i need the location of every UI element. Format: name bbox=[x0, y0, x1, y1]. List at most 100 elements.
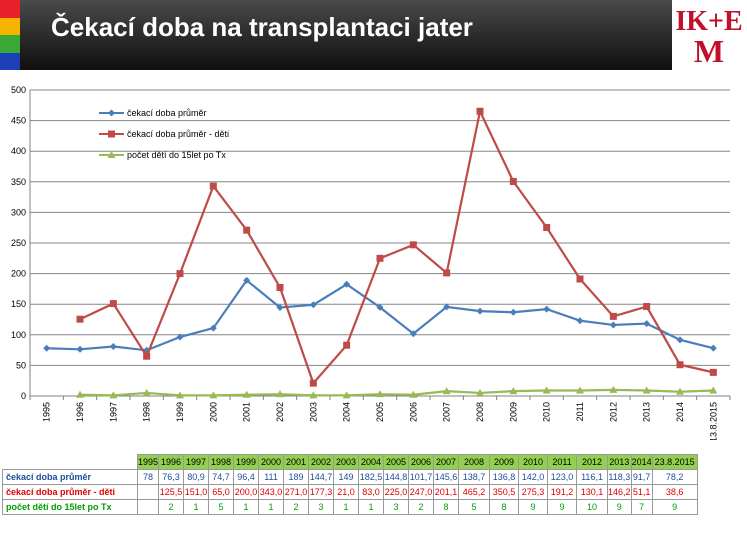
table-cell: 144,7 bbox=[308, 469, 335, 485]
data-point-s2-18 bbox=[642, 386, 651, 394]
data-point-s1-2 bbox=[109, 300, 117, 308]
y-tick-label: 300 bbox=[11, 207, 26, 217]
table-cell: 136,8 bbox=[489, 469, 520, 485]
x-tick-label: 1999 bbox=[175, 402, 185, 422]
table-cell: 200,0 bbox=[233, 484, 260, 500]
table-year-header: 23.8.2015 bbox=[651, 454, 698, 470]
table-cell: 38,6 bbox=[651, 484, 698, 500]
data-point-s2-17 bbox=[609, 385, 618, 393]
x-tick-label: 2010 bbox=[542, 402, 552, 422]
table-cell: 5 bbox=[458, 499, 491, 515]
table-corner-cell bbox=[3, 455, 138, 470]
data-point-s0-14 bbox=[509, 308, 517, 316]
data-point-s2-5 bbox=[209, 391, 218, 399]
data-point-s0-12 bbox=[443, 303, 451, 311]
color-stripe-yellow bbox=[0, 17, 20, 35]
table-cell: 1 bbox=[258, 499, 285, 515]
data-point-s0-9 bbox=[343, 280, 351, 288]
table-cell: 146,2 bbox=[607, 484, 632, 500]
table-cell: 151,0 bbox=[183, 484, 210, 500]
x-tick-label: 2008 bbox=[475, 402, 485, 422]
table-cell bbox=[136, 484, 160, 500]
data-point-s2-14 bbox=[509, 387, 518, 395]
table-cell: 78 bbox=[136, 469, 160, 485]
table-cell: 191,2 bbox=[547, 484, 578, 500]
table-cell: 80,9 bbox=[183, 469, 210, 485]
y-tick-label: 350 bbox=[11, 177, 26, 187]
table-cell: 201,1 bbox=[433, 484, 460, 500]
y-tick-label: 50 bbox=[16, 360, 26, 370]
series-line-2 bbox=[79, 388, 714, 397]
data-point-s2-19 bbox=[676, 387, 684, 395]
color-stripe-green bbox=[0, 35, 20, 53]
table-cell: 247,0 bbox=[408, 484, 435, 500]
table-cell: 5 bbox=[208, 499, 235, 515]
table-cell: 51,1 bbox=[630, 484, 653, 500]
data-point-s1-1 bbox=[76, 315, 84, 323]
table-cell: 91,7 bbox=[630, 469, 653, 485]
table-year-header: 2001 bbox=[283, 454, 310, 470]
table-year-header: 1995 bbox=[136, 454, 160, 470]
table-year-header: 2014 bbox=[630, 454, 653, 470]
table-cell: 271,0 bbox=[283, 484, 310, 500]
y-tick-label: 0 bbox=[21, 391, 26, 401]
table-year-header: 1998 bbox=[208, 454, 235, 470]
table-row: počet dětí do 15let po Tx 2 1 5 1 1 2 3 1 1 3 2 8 5 8 9… bbox=[2, 499, 698, 515]
table-cell: 275,3 bbox=[518, 484, 549, 500]
table-cell: 1 bbox=[183, 499, 210, 515]
legend-marker-0 bbox=[108, 109, 115, 117]
table-cell: 1 bbox=[233, 499, 260, 515]
data-point-s1-18 bbox=[643, 303, 651, 311]
title-bar: Čekací doba na transplantaci jater bbox=[20, 0, 672, 70]
data-point-s1-6 bbox=[243, 226, 251, 234]
x-tick-label: 2007 bbox=[442, 402, 452, 422]
data-point-s2-7 bbox=[276, 390, 284, 398]
table-cell: 101,7 bbox=[408, 469, 435, 485]
table-year-header: 2009 bbox=[489, 454, 520, 470]
table-cell: 3 bbox=[308, 499, 335, 515]
legend-label-2: počet dětí do 15let po Tx bbox=[127, 150, 226, 160]
data-point-s1-3 bbox=[143, 352, 151, 360]
table-year-header: 2011 bbox=[547, 454, 578, 470]
table-cell: 149 bbox=[333, 469, 360, 485]
data-point-s1-13 bbox=[476, 107, 484, 115]
line-chart: 0 50 100 150 200 250 300 350 400 450 500 1995 1996 19… bbox=[0, 80, 747, 440]
table-cell: 7 bbox=[630, 499, 653, 515]
table-cell: 116,1 bbox=[576, 469, 609, 485]
x-tick-label: 1997 bbox=[108, 402, 118, 422]
data-point-s1-14 bbox=[509, 177, 517, 185]
data-point-s2-13 bbox=[476, 388, 484, 396]
table-cell: 182,5 bbox=[358, 469, 385, 485]
data-point-s0-16 bbox=[576, 317, 584, 325]
data-point-s2-3 bbox=[142, 388, 151, 396]
x-tick-label: 2004 bbox=[342, 402, 352, 422]
table-cell: 350,5 bbox=[489, 484, 520, 500]
table-cell: 76,3 bbox=[158, 469, 185, 485]
series-line-1 bbox=[79, 107, 714, 386]
data-point-s0-19 bbox=[676, 336, 684, 344]
data-point-s2-4 bbox=[176, 391, 184, 399]
data-point-s2-9 bbox=[342, 391, 351, 399]
table-cell: 144,8 bbox=[383, 469, 410, 485]
table-cell: 118,3 bbox=[607, 469, 632, 485]
table-cell: 130,1 bbox=[576, 484, 609, 500]
x-tick-label: 2001 bbox=[242, 402, 252, 422]
data-point-s2-20 bbox=[709, 386, 718, 394]
data-point-s0-2 bbox=[109, 342, 117, 350]
data-point-s2-15 bbox=[542, 386, 551, 394]
table-cell: 177,3 bbox=[308, 484, 335, 500]
table-row-label: počet dětí do 15let po Tx bbox=[2, 499, 138, 515]
table-cell: 65,0 bbox=[208, 484, 235, 500]
data-point-s0-11 bbox=[409, 330, 417, 338]
color-stripe-blue bbox=[0, 52, 20, 70]
y-tick-label: 500 bbox=[11, 85, 26, 95]
table-cell: 2 bbox=[283, 499, 310, 515]
table-cell: 343,0 bbox=[258, 484, 285, 500]
data-point-s0-8 bbox=[309, 301, 317, 309]
y-tick-label: 400 bbox=[11, 146, 26, 156]
legend-label-1: čekací doba průměr - děti bbox=[127, 129, 229, 139]
table-header-row: 1995 1996 1997 1998 1999 2000 2001 2002 2003 2004… bbox=[3, 454, 698, 470]
table-year-header: 1997 bbox=[183, 454, 210, 470]
slide-header: Čekací doba na transplantaci jater IK+E … bbox=[0, 0, 747, 70]
x-tick-label: 2006 bbox=[408, 402, 418, 422]
